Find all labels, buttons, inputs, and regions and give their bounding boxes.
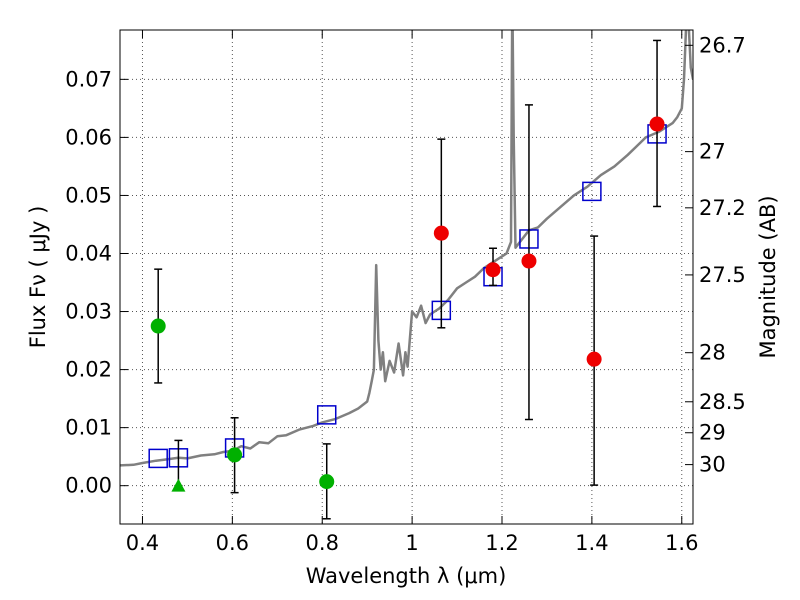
limit-triangle xyxy=(171,478,186,492)
nondetection-point xyxy=(319,474,335,490)
x-tick-label: 1 xyxy=(405,531,418,555)
x-tick-label: 1.6 xyxy=(665,531,698,555)
y-tick-label: 0.01 xyxy=(65,416,112,440)
y2-tick-label: 27 xyxy=(699,140,726,164)
nondetection-point xyxy=(150,318,166,334)
y2-tick-label: 27.2 xyxy=(699,196,746,220)
detection-point xyxy=(586,351,602,367)
tick-layer: 0.4 0.6 0.8 1 1.2 1.4 1.6 0.00 0.01 0.02 0.03 0.04 0… xyxy=(65,30,746,555)
y-axis-label: Flux Fν ( μJy ) xyxy=(26,206,50,349)
y2-axis-label: Magnitude (AB) xyxy=(756,195,780,358)
marker-layer xyxy=(148,39,667,520)
x-tick-label: 1.2 xyxy=(485,531,518,555)
plot-frame xyxy=(119,29,694,525)
x-axis-label: Wavelength λ (μm) xyxy=(306,564,507,588)
y-tick-label: 0.03 xyxy=(65,300,112,324)
detection-point xyxy=(433,225,449,241)
y-tick-label: 0.02 xyxy=(65,358,112,382)
sed-layer xyxy=(120,30,693,467)
detection-point xyxy=(521,253,537,269)
x-tick-label: 1.4 xyxy=(575,531,608,555)
detection-point xyxy=(485,262,501,278)
model-photometry-square xyxy=(582,181,602,202)
y-tick-label: 0.07 xyxy=(65,67,112,91)
y2-tick-label: 28.5 xyxy=(699,390,746,414)
model-photometry-square xyxy=(148,448,168,469)
sed-model-line xyxy=(120,30,693,467)
x-tick-label: 0.8 xyxy=(306,531,339,555)
y-tick-label: 0.06 xyxy=(65,125,112,149)
y2-tick-label: 30 xyxy=(699,453,726,477)
x-tick-label: 0.6 xyxy=(216,531,249,555)
detection-point xyxy=(649,116,665,132)
y-tick-label: 0.00 xyxy=(65,474,112,498)
x-tick-label: 0.4 xyxy=(126,531,159,555)
model-photometry-square xyxy=(316,405,337,425)
y2-tick-label: 26.7 xyxy=(699,33,746,57)
y-tick-label: 0.04 xyxy=(65,241,112,265)
y-tick-label: 0.05 xyxy=(65,183,112,207)
y2-tick-label: 29 xyxy=(699,421,726,445)
y2-tick-label: 27.5 xyxy=(699,263,746,287)
y2-tick-label: 28 xyxy=(699,341,726,365)
nondetection-point xyxy=(227,447,243,463)
